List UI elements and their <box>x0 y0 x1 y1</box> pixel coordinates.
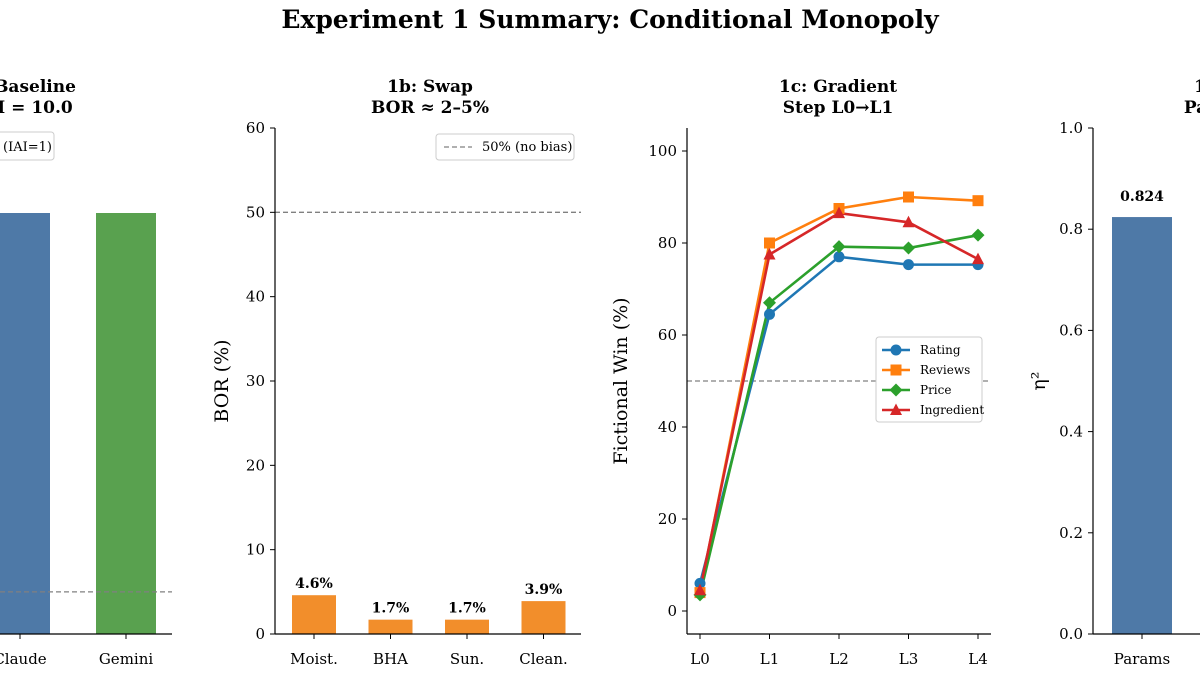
panel-1a-bar-gemini <box>96 213 156 634</box>
panel-1c-xtick-label: L4 <box>968 650 988 668</box>
panel-1c-point-price <box>971 228 985 242</box>
panel-1d: 1 Par η² 0.0 0.2 0.4 0.6 0.8 1.0 0.824 Params <box>1028 77 1200 668</box>
panel-1b-ytick-label: 10 <box>246 541 265 559</box>
panel-1b: 1b: Swap BOR ≈ 2–5% BOR (%) 0 10 20 30 40 50 6… <box>211 77 581 668</box>
panel-1b-xtick-label: Sun. <box>450 650 484 668</box>
panel-1d-ytick-label: 0.2 <box>1059 524 1083 542</box>
panel-1d-ytick-label: 0.6 <box>1059 321 1083 339</box>
panel-1a-bar-claude <box>0 213 50 634</box>
panel-1c-xtick-label: L1 <box>760 650 780 668</box>
panel-1c-ytick-label: 0 <box>667 602 677 620</box>
panel-1b-bar-3 <box>521 601 566 634</box>
panel-1c-point-rating <box>903 259 914 271</box>
panel-1c-xtick-label: L2 <box>829 650 849 668</box>
panel-1d-title-line2: Par <box>1184 98 1200 118</box>
panel-1a: Baseline I = 10.0 (IAI=1) Claude Gemini <box>0 77 172 668</box>
panel-1b-ytick-label: 60 <box>246 119 265 137</box>
panel-1b-ytick-label: 50 <box>246 203 265 221</box>
panel-1a-xtick-label: Gemini <box>99 650 154 668</box>
panel-1c-legend-marker <box>889 383 903 397</box>
panel-1c-legend-label: Ingredient <box>920 403 984 417</box>
panel-1b-xtick-label: BHA <box>373 650 408 668</box>
panel-1b-value-label: 1.7% <box>448 601 486 617</box>
panel-1c-ytick-label: 40 <box>658 418 677 436</box>
panel-1c-legend-marker <box>890 364 902 376</box>
panel-1c-point-ingredient <box>833 206 845 219</box>
panel-1b-bar-1 <box>368 619 413 634</box>
panel-1c-title-line1: 1c: Gradient <box>779 77 897 97</box>
panel-1b-xtick-label: Clean. <box>519 650 568 668</box>
panel-1b-ytick-label: 40 <box>246 288 265 306</box>
panel-1c-point-reviews <box>903 191 914 203</box>
panel-1c-legend: Rating Reviews Price Ingredient <box>875 336 984 423</box>
panel-1c-point-price <box>763 296 776 310</box>
panel-1c-legend-label: Price <box>920 383 951 397</box>
panel-1b-y-axis-label: BOR (%) <box>211 339 233 422</box>
panel-1c-point-ingredient <box>694 583 706 596</box>
panel-1b-ytick-label: 30 <box>246 372 265 390</box>
panel-1c-point-rating <box>694 577 706 589</box>
panel-1c-ytick-label: 20 <box>658 510 677 528</box>
panel-1d-value-label: 0.824 <box>1120 189 1164 205</box>
panel-1c-y-axis-label: Fictional Win (%) <box>610 297 632 464</box>
panel-1d-title-line1: 1 <box>1194 77 1200 97</box>
panel-1a-legend-label: (IAI=1) <box>3 140 52 155</box>
panel-1c-xtick-label: L0 <box>690 650 710 668</box>
panel-1c-legend-marker <box>890 403 902 415</box>
panel-1d-ytick-label: 0.8 <box>1059 220 1083 238</box>
panel-1b-title-line1: 1b: Swap <box>387 77 473 97</box>
panel-1c-point-price <box>832 240 846 254</box>
panel-1a-xtick-label: Claude <box>0 650 47 668</box>
panel-1c: 1c: Gradient Step L0→L1 Fictional Win (%… <box>610 77 991 668</box>
panel-1c-point-ingredient <box>902 215 915 228</box>
panel-1d-ytick-label: 0.4 <box>1059 423 1083 441</box>
panel-1b-value-label: 1.7% <box>372 601 410 617</box>
panel-1c-point-ingredient <box>763 248 776 260</box>
panel-1b-ytick-label: 0 <box>255 625 265 643</box>
panel-1b-bar-2 <box>445 619 489 634</box>
panel-1d-xtick-label: Params <box>1114 650 1170 668</box>
panel-1c-legend-label: Rating <box>920 343 961 357</box>
panel-1b-xtick-label: Moist. <box>290 650 338 668</box>
panel-1d-bar-params <box>1112 217 1172 634</box>
panel-1c-point-reviews <box>764 237 775 249</box>
panel-1c-point-rating <box>833 251 845 263</box>
panel-1b-bar-0 <box>292 595 336 634</box>
panel-1d-ytick-label: 1.0 <box>1059 119 1083 137</box>
panel-1b-value-label: 3.9% <box>525 582 563 598</box>
panel-1c-point-rating <box>764 308 775 320</box>
panel-1c-ytick-label: 80 <box>658 234 677 252</box>
panel-1c-ytick-label: 100 <box>648 142 677 160</box>
panel-1b-ytick-label: 20 <box>246 456 265 474</box>
panel-1c-legend-label: Reviews <box>920 363 970 377</box>
panel-1b-title-line2: BOR ≈ 2–5% <box>371 98 489 118</box>
panel-1d-ytick-label: 0.0 <box>1059 625 1083 643</box>
panel-1b-value-label: 4.6% <box>295 576 333 592</box>
panel-1c-title-line2: Step L0→L1 <box>783 98 894 118</box>
panel-1c-legend-box <box>875 336 983 423</box>
panel-1d-y-axis-label: η² <box>1028 372 1050 391</box>
panel-1c-point-reviews <box>972 195 984 207</box>
panel-1c-point-price <box>902 241 915 255</box>
figure-title: Experiment 1 Summary: Conditional Monopo… <box>281 5 940 34</box>
panel-1a-title-line2: I = 10.0 <box>0 98 73 118</box>
panel-1a-title-line1: Baseline <box>0 77 76 97</box>
panel-1c-xtick-label: L3 <box>899 650 919 668</box>
panel-1a-legend-box <box>0 131 55 161</box>
panel-1b-legend-box <box>435 133 575 161</box>
panel-1b-legend-label: 50% (no bias) <box>482 140 572 155</box>
panel-1c-point-ingredient <box>972 252 984 265</box>
panel-1c-legend-marker <box>890 344 902 356</box>
panel-1c-ytick-label: 60 <box>658 326 677 344</box>
